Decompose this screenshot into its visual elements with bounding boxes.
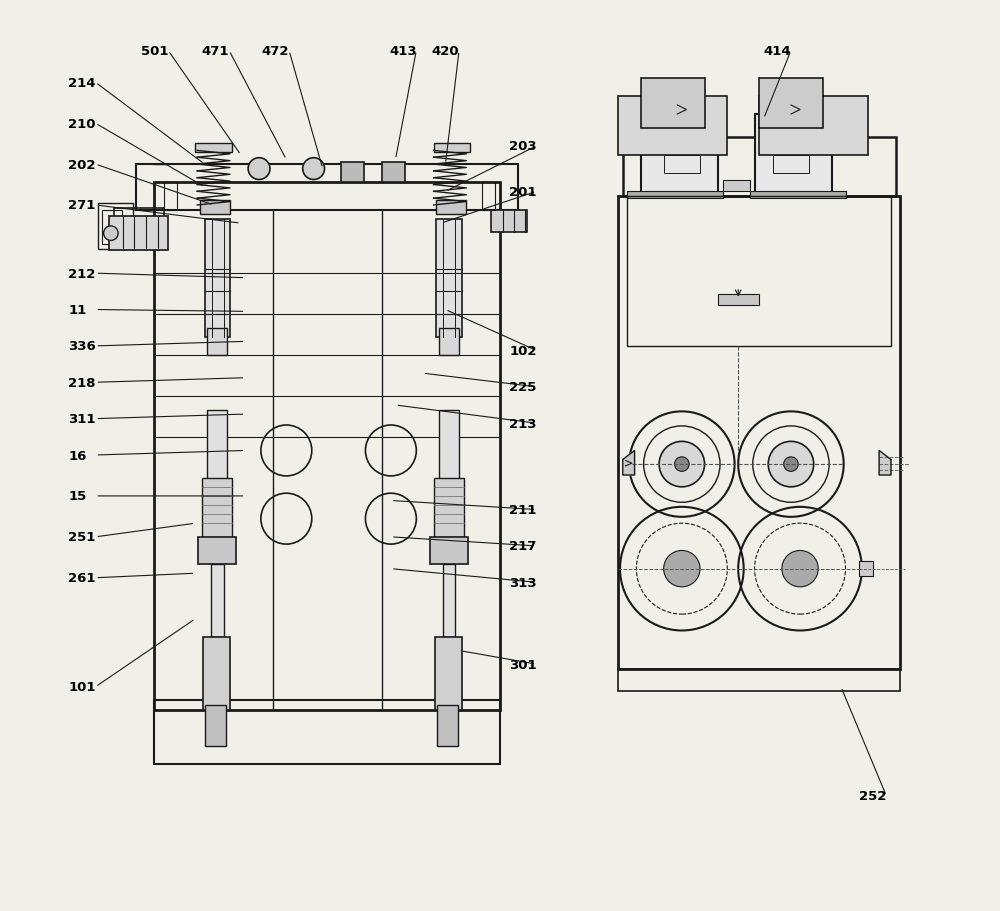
- Bar: [750, 192, 846, 199]
- Bar: [618, 669, 900, 691]
- Circle shape: [782, 551, 818, 588]
- Text: 252: 252: [859, 790, 887, 803]
- Text: 336: 336: [68, 340, 96, 353]
- Bar: [211, 565, 224, 637]
- Bar: [382, 163, 405, 183]
- Text: 203: 203: [509, 140, 537, 153]
- Text: 218: 218: [68, 376, 96, 389]
- Bar: [627, 197, 891, 346]
- Bar: [434, 478, 464, 537]
- Polygon shape: [879, 451, 891, 476]
- Bar: [759, 78, 823, 128]
- Circle shape: [303, 159, 325, 180]
- Text: 15: 15: [68, 490, 86, 503]
- Bar: [437, 705, 458, 746]
- Text: 472: 472: [262, 45, 289, 57]
- Bar: [623, 138, 896, 197]
- Bar: [341, 163, 364, 183]
- Text: 420: 420: [432, 45, 459, 57]
- Polygon shape: [623, 451, 635, 476]
- Bar: [109, 217, 168, 251]
- Bar: [98, 204, 133, 250]
- Bar: [164, 183, 177, 210]
- Text: 471: 471: [202, 45, 229, 57]
- Bar: [627, 192, 723, 199]
- Circle shape: [104, 227, 118, 241]
- Text: 301: 301: [509, 658, 537, 670]
- Bar: [759, 97, 868, 156]
- Text: 102: 102: [509, 344, 537, 357]
- Circle shape: [768, 442, 814, 487]
- Text: 212: 212: [68, 267, 95, 281]
- Bar: [618, 197, 900, 669]
- Bar: [207, 410, 227, 483]
- Text: 313: 313: [509, 576, 537, 589]
- Bar: [102, 210, 122, 245]
- Text: 101: 101: [68, 681, 96, 693]
- Text: 311: 311: [68, 413, 96, 425]
- Bar: [136, 165, 518, 210]
- Circle shape: [659, 442, 705, 487]
- Bar: [202, 478, 232, 537]
- Bar: [203, 637, 230, 710]
- Text: 261: 261: [68, 571, 96, 585]
- Bar: [436, 220, 462, 337]
- Circle shape: [784, 457, 798, 472]
- Bar: [718, 295, 759, 306]
- Text: 214: 214: [68, 77, 96, 89]
- Bar: [207, 328, 227, 355]
- Bar: [430, 537, 468, 565]
- Circle shape: [248, 159, 270, 180]
- Bar: [755, 115, 832, 197]
- Bar: [436, 201, 466, 215]
- Bar: [439, 410, 459, 483]
- Text: 413: 413: [389, 45, 417, 57]
- Bar: [154, 183, 500, 710]
- Bar: [859, 562, 873, 577]
- Circle shape: [664, 551, 700, 588]
- Bar: [482, 183, 495, 210]
- Bar: [434, 144, 470, 153]
- Text: 201: 201: [509, 186, 537, 199]
- Circle shape: [675, 457, 689, 472]
- Bar: [723, 181, 750, 192]
- Bar: [618, 97, 727, 156]
- Text: 16: 16: [68, 449, 86, 462]
- Bar: [439, 328, 459, 355]
- Text: 202: 202: [68, 159, 96, 171]
- Text: 501: 501: [141, 45, 168, 57]
- Text: 213: 213: [509, 417, 537, 430]
- Bar: [205, 705, 226, 746]
- Text: 211: 211: [509, 504, 536, 517]
- Bar: [195, 144, 232, 153]
- Text: 11: 11: [68, 303, 86, 317]
- Bar: [491, 210, 527, 233]
- Bar: [773, 156, 809, 174]
- Text: 225: 225: [509, 381, 536, 394]
- Bar: [435, 637, 462, 710]
- Bar: [443, 565, 455, 637]
- Bar: [205, 220, 230, 337]
- Bar: [198, 537, 236, 565]
- Text: 271: 271: [68, 200, 95, 212]
- Bar: [154, 701, 500, 764]
- Bar: [200, 201, 230, 215]
- Bar: [641, 78, 705, 128]
- Bar: [664, 156, 700, 174]
- Text: 414: 414: [764, 45, 791, 57]
- Bar: [114, 209, 164, 245]
- Bar: [641, 115, 718, 197]
- Text: 251: 251: [68, 531, 95, 544]
- Text: 210: 210: [68, 118, 96, 130]
- Text: 217: 217: [509, 540, 536, 553]
